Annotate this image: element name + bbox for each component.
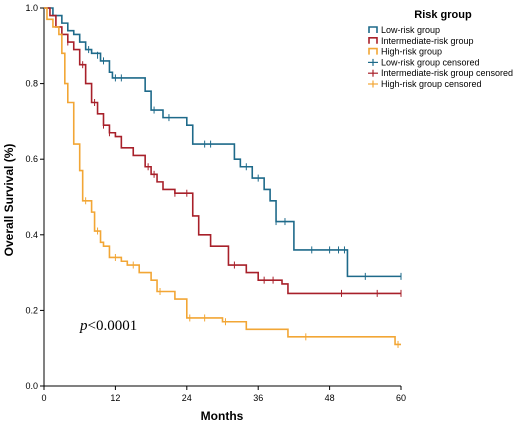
y-tick-label: 0.0 (25, 381, 38, 391)
legend-swatch-step (368, 37, 378, 44)
y-tick-label: 0.8 (25, 79, 38, 89)
y-tick-label: 0.4 (25, 230, 38, 240)
legend-swatch-step (368, 26, 378, 33)
p-value-italic: p (79, 318, 88, 334)
legend-title: Risk group (414, 9, 472, 21)
y-tick-label: 1.0 (25, 3, 38, 13)
p-value-annotation: p<0.0001 (79, 318, 137, 334)
axes: 0 12 24 36 48 60 0.0 0.2 0.4 0.6 0.8 1.0 (25, 3, 406, 403)
intermediate-risk-group-curve (44, 7, 401, 295)
y-axis-title: Overall Survival (%) (2, 144, 16, 257)
p-value-text: <0.0001 (88, 318, 138, 334)
series-intermediate-risk-group (44, 7, 402, 297)
series-high-risk-group (44, 7, 401, 348)
series-low-risk-group (44, 7, 402, 280)
legend-entry-label: Low-risk group (381, 25, 440, 35)
legend-entry-label: High-risk group (381, 47, 442, 57)
x-tick-label: 0 (41, 393, 46, 403)
legend-entry-label: Intermediate-risk group censored (381, 68, 513, 78)
legend: Risk group Low-risk groupIntermediate-ri… (368, 9, 513, 89)
legend-entry-label: Intermediate-risk group (381, 36, 474, 46)
series-layer (44, 7, 402, 348)
legend-entry-label: Low-risk group censored (381, 57, 480, 67)
y-tick-label: 0.6 (25, 154, 38, 164)
legend-entry-label: High-risk group censored (381, 79, 482, 89)
x-tick-label: 48 (325, 393, 335, 403)
x-tick-label: 36 (253, 393, 263, 403)
x-tick-label: 60 (396, 393, 406, 403)
low-risk-group-curve (44, 7, 401, 278)
x-tick-label: 24 (182, 393, 192, 403)
x-tick-label: 12 (110, 393, 120, 403)
y-tick-label: 0.2 (25, 305, 38, 315)
legend-swatch-step (368, 47, 378, 55)
x-axis-title: Months (201, 409, 244, 423)
